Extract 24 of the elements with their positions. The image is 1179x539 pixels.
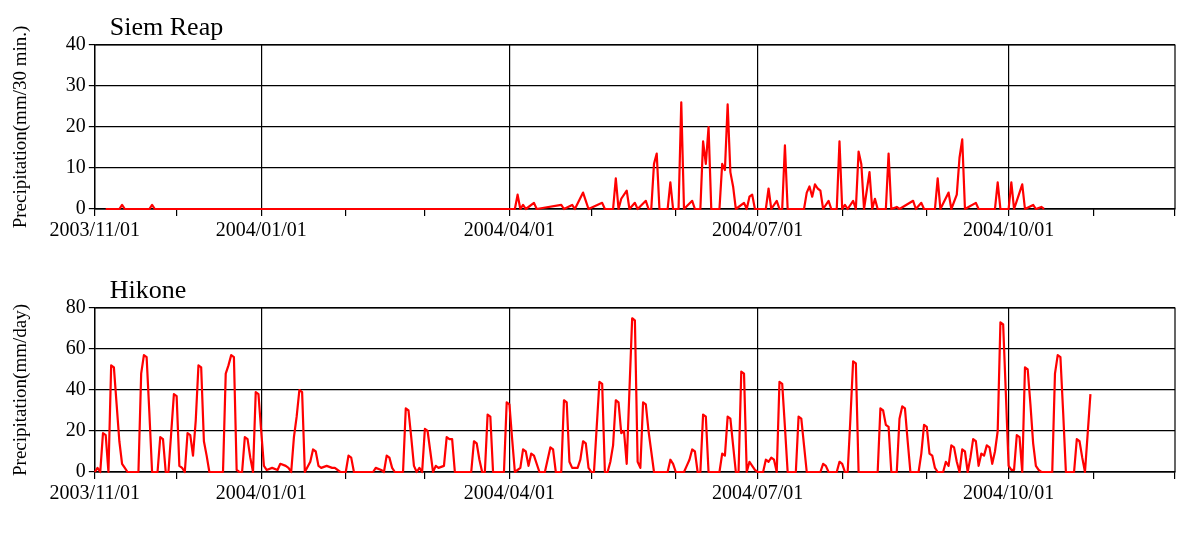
- x-tick-label: 2003/11/01: [49, 218, 140, 241]
- x-tick-label: 2004/04/01: [463, 481, 555, 504]
- x-tick-label: 2003/11/01: [49, 481, 140, 504]
- x-tick-label: 2004/07/01: [712, 218, 804, 241]
- y-axis-title: Precipitation(mm/day): [9, 303, 32, 477]
- chart-title: Hikone: [109, 274, 187, 304]
- y-axis-title: Precipitation(mm/30 min.): [9, 25, 32, 229]
- y-tick-label: 30: [65, 73, 86, 96]
- chart-title: Siem Reap: [109, 11, 224, 41]
- y-tick-label: 0: [75, 196, 86, 219]
- y-tick-label: 10: [65, 155, 86, 178]
- x-tick-label: 2004/01/01: [215, 218, 307, 241]
- y-tick-label: 20: [65, 418, 86, 441]
- y-tick-label: 40: [65, 377, 86, 400]
- x-tick-label: 2004/01/01: [215, 481, 307, 504]
- x-tick-label: 2004/07/01: [712, 481, 804, 504]
- y-tick-label: 0: [75, 459, 86, 482]
- x-tick-label: 2004/04/01: [463, 218, 555, 241]
- y-tick-label: 20: [65, 114, 86, 137]
- y-tick-label: 80: [65, 295, 86, 318]
- y-tick-label: 40: [65, 32, 86, 55]
- x-tick-label: 2004/10/01: [963, 218, 1055, 241]
- y-tick-label: 60: [65, 336, 86, 359]
- x-tick-label: 2004/10/01: [963, 481, 1055, 504]
